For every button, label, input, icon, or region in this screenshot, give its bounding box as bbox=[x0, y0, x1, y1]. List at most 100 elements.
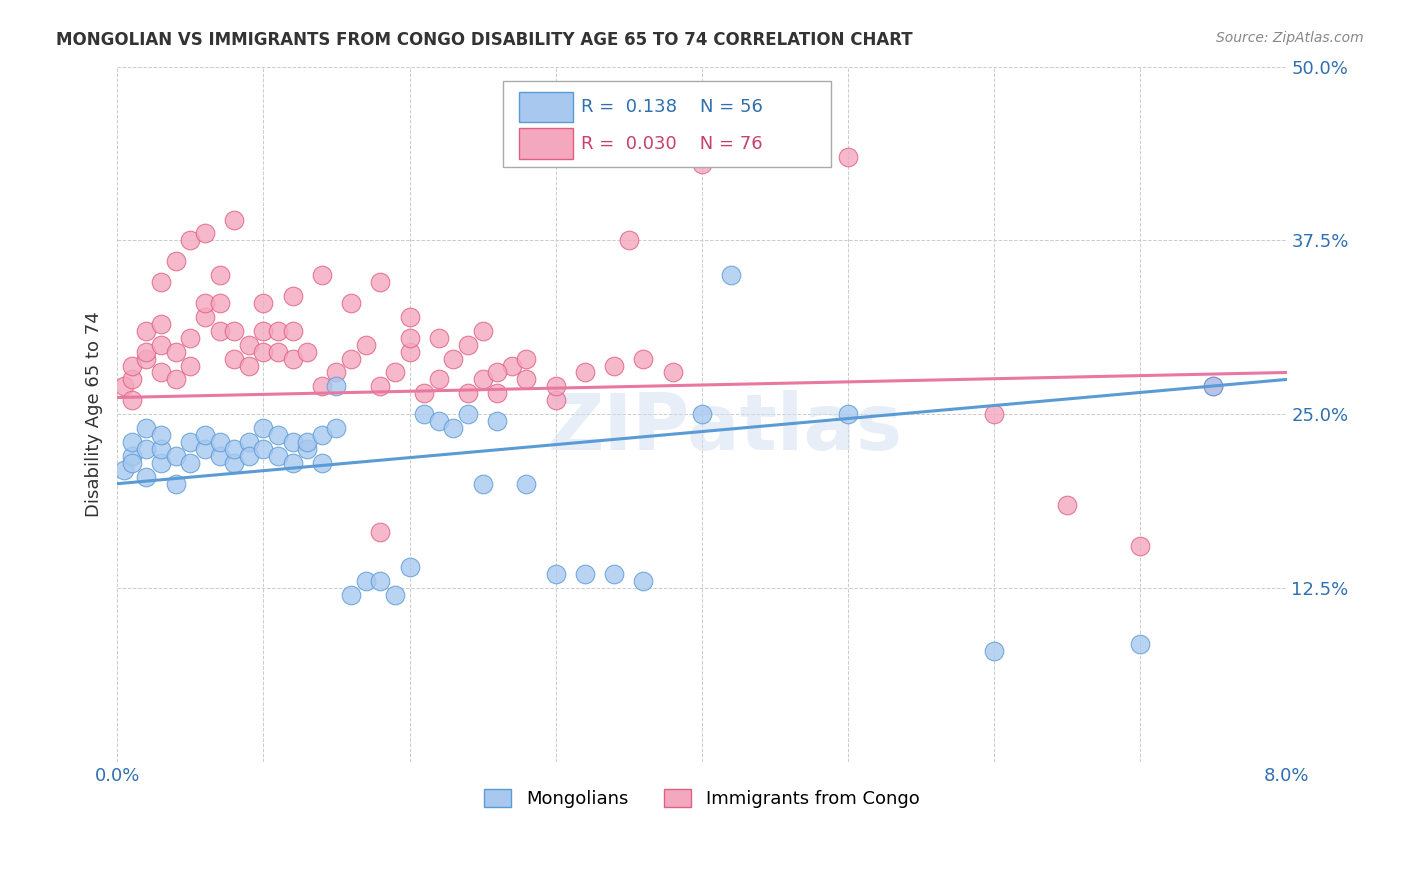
Point bbox=[252, 344, 274, 359]
Point bbox=[354, 574, 377, 588]
Point bbox=[544, 393, 567, 408]
Point bbox=[398, 560, 420, 574]
Point bbox=[1129, 539, 1152, 553]
Point bbox=[281, 324, 304, 338]
Point bbox=[603, 359, 626, 373]
Point bbox=[252, 296, 274, 310]
Point bbox=[471, 324, 494, 338]
Point bbox=[150, 456, 173, 470]
Point bbox=[194, 428, 217, 442]
Point bbox=[427, 414, 450, 428]
Text: R =  0.030    N = 76: R = 0.030 N = 76 bbox=[582, 135, 763, 153]
Point bbox=[1129, 637, 1152, 651]
Point bbox=[574, 567, 596, 582]
Point bbox=[208, 324, 231, 338]
Point bbox=[194, 227, 217, 241]
Point bbox=[297, 442, 319, 456]
Point bbox=[325, 366, 347, 380]
Point bbox=[267, 428, 290, 442]
Point bbox=[252, 421, 274, 435]
Point bbox=[150, 337, 173, 351]
Point bbox=[633, 574, 655, 588]
Point bbox=[165, 344, 187, 359]
FancyBboxPatch shape bbox=[519, 128, 574, 159]
Text: Source: ZipAtlas.com: Source: ZipAtlas.com bbox=[1216, 31, 1364, 45]
Point bbox=[398, 331, 420, 345]
Point bbox=[311, 268, 333, 282]
Point bbox=[267, 344, 290, 359]
Point bbox=[384, 588, 406, 602]
Point bbox=[150, 428, 173, 442]
Text: R =  0.138    N = 56: R = 0.138 N = 56 bbox=[582, 98, 763, 116]
Point bbox=[165, 476, 187, 491]
Point bbox=[633, 351, 655, 366]
Point bbox=[1056, 498, 1078, 512]
Point bbox=[297, 435, 319, 450]
Point bbox=[340, 296, 363, 310]
Point bbox=[224, 351, 246, 366]
Point bbox=[238, 449, 260, 463]
Text: MONGOLIAN VS IMMIGRANTS FROM CONGO DISABILITY AGE 65 TO 74 CORRELATION CHART: MONGOLIAN VS IMMIGRANTS FROM CONGO DISAB… bbox=[56, 31, 912, 49]
Point bbox=[457, 337, 479, 351]
Point bbox=[661, 366, 683, 380]
Point bbox=[983, 643, 1005, 657]
Point bbox=[224, 324, 246, 338]
Point bbox=[150, 442, 173, 456]
Point bbox=[368, 275, 391, 289]
Point bbox=[135, 469, 157, 483]
Point bbox=[325, 421, 347, 435]
Point bbox=[135, 324, 157, 338]
Point bbox=[311, 456, 333, 470]
Point bbox=[224, 456, 246, 470]
Point bbox=[544, 379, 567, 393]
Point bbox=[501, 359, 523, 373]
Point bbox=[252, 442, 274, 456]
Point bbox=[486, 366, 509, 380]
Point bbox=[441, 421, 464, 435]
Point bbox=[427, 372, 450, 386]
Point bbox=[114, 379, 136, 393]
Point bbox=[413, 407, 436, 421]
Point bbox=[121, 456, 143, 470]
Point bbox=[457, 407, 479, 421]
Point bbox=[368, 574, 391, 588]
Point bbox=[368, 379, 391, 393]
Point bbox=[208, 296, 231, 310]
Point bbox=[208, 449, 231, 463]
Point bbox=[179, 435, 201, 450]
Point bbox=[515, 351, 537, 366]
Point bbox=[720, 268, 742, 282]
Point bbox=[311, 428, 333, 442]
Point bbox=[398, 344, 420, 359]
Point bbox=[384, 366, 406, 380]
Point bbox=[165, 449, 187, 463]
Point bbox=[617, 233, 640, 247]
Point bbox=[135, 344, 157, 359]
Point bbox=[368, 525, 391, 540]
Point bbox=[267, 324, 290, 338]
Point bbox=[121, 435, 143, 450]
Point bbox=[297, 344, 319, 359]
Point bbox=[252, 324, 274, 338]
Point bbox=[208, 435, 231, 450]
Point bbox=[135, 351, 157, 366]
Text: ZIPatlas: ZIPatlas bbox=[548, 390, 903, 467]
Point bbox=[471, 476, 494, 491]
Point bbox=[398, 310, 420, 324]
Legend: Mongolians, Immigrants from Congo: Mongolians, Immigrants from Congo bbox=[477, 781, 927, 815]
Point bbox=[603, 567, 626, 582]
Point bbox=[121, 372, 143, 386]
Point bbox=[281, 351, 304, 366]
Point bbox=[121, 359, 143, 373]
Point bbox=[837, 407, 859, 421]
Point bbox=[281, 289, 304, 303]
Point bbox=[194, 296, 217, 310]
Point bbox=[135, 442, 157, 456]
Point bbox=[281, 435, 304, 450]
Point bbox=[121, 393, 143, 408]
Point bbox=[690, 407, 713, 421]
Point bbox=[114, 463, 136, 477]
Point bbox=[690, 157, 713, 171]
Point bbox=[281, 456, 304, 470]
Point bbox=[179, 456, 201, 470]
